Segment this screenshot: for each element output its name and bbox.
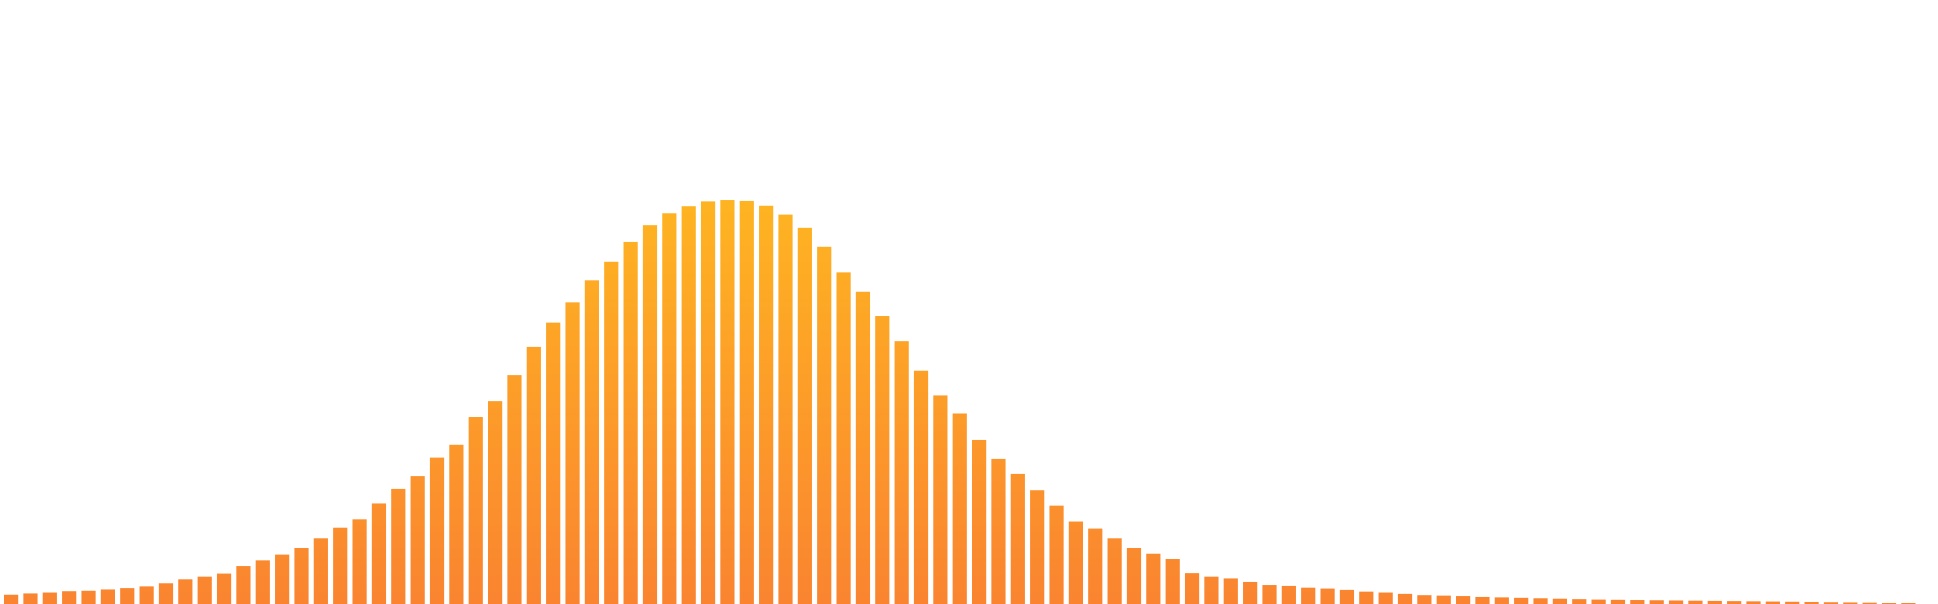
- bar: [1243, 581, 1258, 604]
- bar: [1668, 600, 1684, 604]
- bar: [642, 225, 658, 604]
- bar: [972, 439, 987, 604]
- bar: [449, 444, 464, 604]
- bar: [1765, 601, 1780, 604]
- bar: [139, 586, 154, 604]
- bar: [1572, 599, 1587, 604]
- bar: [236, 566, 251, 604]
- bar: [313, 538, 328, 604]
- bar: [1649, 600, 1664, 604]
- bar: [1707, 600, 1722, 604]
- bar: [1030, 490, 1045, 604]
- bar: [371, 503, 387, 604]
- bar: [42, 592, 57, 604]
- bar: [1494, 597, 1509, 604]
- bar: [507, 375, 522, 604]
- bar: [1785, 601, 1800, 604]
- bar: [1591, 599, 1606, 604]
- bar: [1359, 591, 1374, 604]
- bar: [1610, 599, 1626, 604]
- bar: [797, 227, 812, 604]
- bar: [565, 302, 580, 604]
- bar: [1746, 601, 1761, 604]
- bar: [1088, 528, 1103, 604]
- bar: [1456, 596, 1471, 604]
- bar: [991, 458, 1006, 604]
- bar: [739, 200, 754, 604]
- bar: [875, 316, 890, 604]
- bar: [1552, 598, 1567, 604]
- bar: [584, 280, 599, 604]
- bar: [352, 519, 367, 604]
- bar: [1068, 521, 1083, 604]
- bar: [817, 246, 832, 604]
- bar: [1320, 588, 1335, 604]
- bar: [1204, 576, 1219, 604]
- bar: [81, 590, 96, 604]
- bar: [216, 573, 232, 604]
- bar: [333, 527, 348, 604]
- bar: [1301, 587, 1316, 604]
- bar: [913, 370, 929, 604]
- bar: [410, 476, 425, 604]
- bar: [1049, 505, 1064, 604]
- bar: [700, 201, 716, 604]
- bar: [23, 593, 38, 604]
- bar: [120, 588, 135, 604]
- bar: [1397, 593, 1413, 604]
- bar: [275, 554, 290, 604]
- bar: [1184, 573, 1200, 604]
- bar: [1417, 595, 1432, 604]
- bar: [933, 395, 948, 604]
- bar: [4, 594, 19, 604]
- bar: [1378, 592, 1393, 604]
- bar: [623, 241, 638, 604]
- bar: [681, 206, 696, 604]
- bar: [855, 291, 871, 604]
- bar: [1630, 600, 1645, 604]
- bar: [1533, 598, 1548, 604]
- bar: [526, 346, 541, 604]
- bar: [1475, 596, 1490, 604]
- bar: [894, 341, 909, 604]
- bar: [62, 591, 77, 604]
- bar: [778, 214, 793, 604]
- bar: [1126, 547, 1142, 604]
- bar: [720, 200, 735, 604]
- bar: [178, 579, 193, 604]
- bar: [1804, 602, 1819, 604]
- bar: [662, 213, 677, 604]
- bar-series: [4, 200, 1916, 604]
- bar: [1339, 589, 1355, 604]
- bar: [197, 576, 212, 604]
- bar: [100, 589, 115, 604]
- bar: [255, 560, 270, 604]
- bar: [1862, 602, 1877, 604]
- bar: [429, 457, 445, 604]
- bar: [1146, 553, 1161, 604]
- bar: [1010, 473, 1025, 604]
- bar: [294, 547, 309, 604]
- bar: [1436, 595, 1451, 604]
- bar: [488, 401, 503, 604]
- bar: [1165, 559, 1180, 604]
- bar: [1688, 600, 1703, 604]
- bar: [1514, 597, 1529, 604]
- bar: [158, 583, 174, 604]
- bar: [1107, 538, 1122, 604]
- bar: [1281, 585, 1296, 604]
- bar: [1823, 602, 1839, 604]
- bar: [1843, 602, 1858, 604]
- bar: [1223, 578, 1238, 604]
- bar: [836, 272, 851, 604]
- bar: [1727, 601, 1742, 604]
- bar: [759, 205, 774, 604]
- bar: [1262, 585, 1277, 604]
- bar: [468, 417, 483, 604]
- bar: [391, 488, 406, 604]
- bar: [604, 261, 619, 604]
- bar: [952, 413, 967, 604]
- bar: [546, 322, 561, 604]
